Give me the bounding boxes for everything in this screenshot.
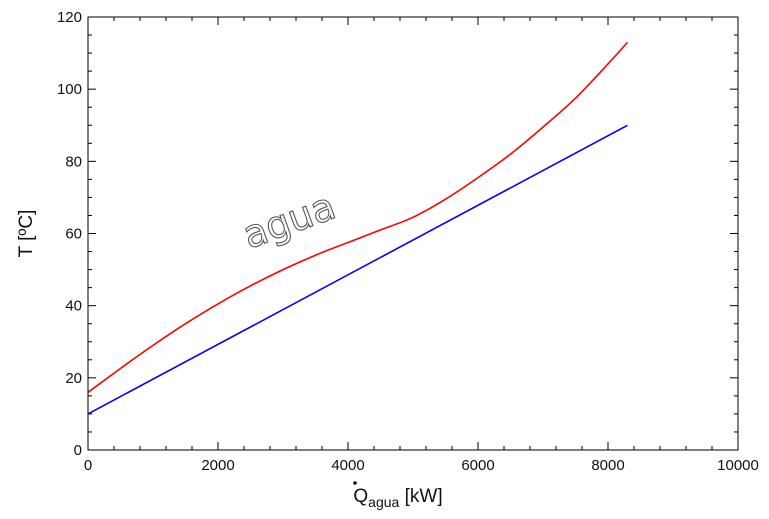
x-axis-title-sub: agua <box>368 494 399 510</box>
plot-frame <box>87 16 739 451</box>
y-tick-label: 80 <box>65 153 82 170</box>
y-axis-title: T [ºC] <box>16 210 37 258</box>
ticks-layer <box>87 16 739 451</box>
x-axis-title: Qagua [kW] <box>353 486 442 510</box>
labels-layer: 0 2000 4000 6000 8000 10000 0 20 40 60 80 100 120 <box>57 9 759 474</box>
x-tick-label: 4000 <box>331 457 364 474</box>
x-tick-label: 2000 <box>201 457 234 474</box>
y-tick-label: 100 <box>57 81 82 98</box>
series-line-blue <box>87 124 628 415</box>
x-axis-title-main: Q <box>353 486 368 507</box>
series-line-red <box>87 41 629 393</box>
q-dot-accent <box>353 481 357 485</box>
annotation-agua: agua <box>237 184 341 258</box>
y-tick-label: 40 <box>65 298 82 315</box>
x-axis-title-unit: [kW] <box>399 486 442 507</box>
y-tick-label: 20 <box>65 370 82 387</box>
x-tick-label: 8000 <box>591 457 624 474</box>
x-tick-label: 10000 <box>717 457 759 474</box>
y-tick-label: 60 <box>65 226 82 243</box>
series-layer <box>87 41 629 415</box>
y-tick-label: 120 <box>57 9 82 26</box>
y-tick-label: 0 <box>74 442 82 459</box>
x-tick-label: 0 <box>84 457 92 474</box>
x-tick-label: 6000 <box>461 457 494 474</box>
